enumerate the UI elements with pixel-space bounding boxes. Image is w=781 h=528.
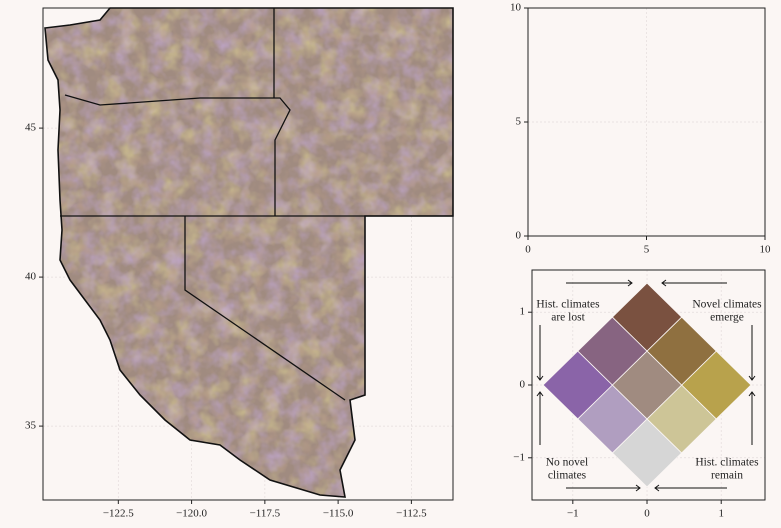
x-tick-label: 1 bbox=[718, 508, 724, 520]
annotation: climates bbox=[548, 470, 587, 482]
annotation: Hist. climates bbox=[695, 457, 759, 469]
y-tick-label: 5 bbox=[516, 116, 522, 128]
y-tick-label: 45 bbox=[25, 122, 37, 134]
x-tick-label: 10 bbox=[760, 244, 772, 256]
y-tick-label: 40 bbox=[25, 271, 37, 283]
annotation: emerge bbox=[710, 312, 744, 324]
x-tick-label: −122.5 bbox=[103, 508, 134, 520]
annotation: Hist. climates bbox=[536, 299, 600, 311]
y-tick-label: 1 bbox=[520, 306, 526, 318]
x-tick-label: −112.5 bbox=[396, 508, 427, 520]
y-tick-label: −1 bbox=[513, 451, 525, 463]
annotation: No novel bbox=[546, 457, 588, 469]
legend-arrows bbox=[536, 279, 756, 492]
y-tick-label: 10 bbox=[510, 2, 522, 14]
annotation: are lost bbox=[551, 312, 585, 324]
annotation: remain bbox=[711, 470, 743, 482]
x-tick-label: −120.0 bbox=[176, 508, 207, 520]
y-tick-label: 0 bbox=[520, 379, 526, 391]
x-tick-label: −1 bbox=[567, 508, 579, 520]
state-borders bbox=[44, 7, 454, 498]
x-tick-label: 5 bbox=[644, 244, 650, 256]
x-tick-label: −115.0 bbox=[323, 508, 354, 520]
y-tick-label: 35 bbox=[25, 420, 37, 432]
legend-cell bbox=[611, 282, 683, 352]
x-tick-label: 0 bbox=[644, 508, 650, 520]
axes-frame bbox=[531, 269, 766, 501]
annotation: Novel climates bbox=[692, 299, 762, 311]
axes-frame bbox=[527, 7, 766, 237]
x-tick-label: 0 bbox=[525, 244, 531, 256]
x-tick-label: −117.5 bbox=[250, 508, 281, 520]
y-tick-label: 0 bbox=[516, 230, 522, 242]
